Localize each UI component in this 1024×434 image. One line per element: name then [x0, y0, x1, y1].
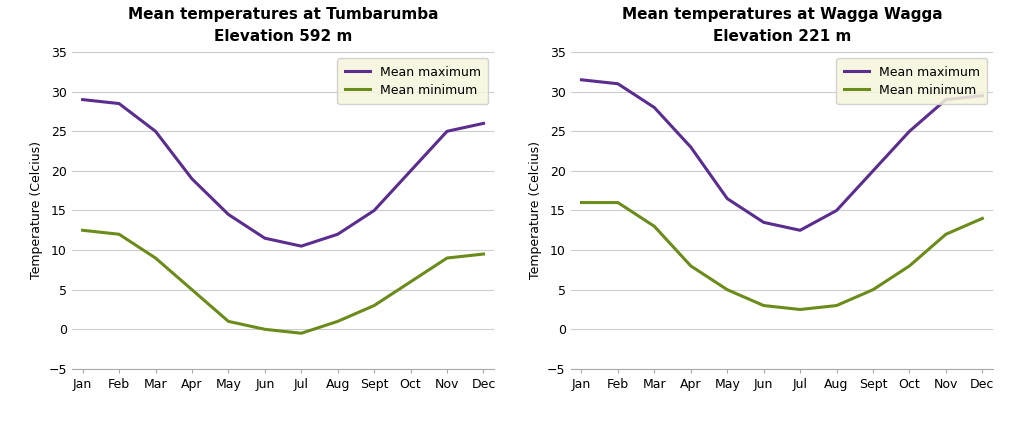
Mean minimum — [113, 232, 125, 237]
Line: Mean minimum: Mean minimum — [83, 230, 483, 333]
Mean maximum — [648, 105, 660, 110]
Mean maximum — [685, 145, 697, 150]
Mean maximum — [332, 232, 344, 237]
Mean maximum — [940, 97, 952, 102]
Mean maximum — [611, 81, 624, 86]
Mean maximum — [113, 101, 125, 106]
Mean maximum — [903, 128, 915, 134]
Line: Mean maximum: Mean maximum — [582, 80, 982, 230]
Mean minimum — [77, 228, 89, 233]
Mean minimum — [477, 251, 489, 256]
Mean maximum — [77, 97, 89, 102]
Mean maximum — [721, 196, 733, 201]
Mean minimum — [295, 331, 307, 336]
Y-axis label: Temperature (Celcius): Temperature (Celcius) — [30, 141, 43, 279]
Mean minimum — [940, 232, 952, 237]
Title: Mean temperatures at Wagga Wagga
Elevation 221 m: Mean temperatures at Wagga Wagga Elevati… — [622, 7, 942, 44]
Mean minimum — [404, 279, 417, 284]
Legend: Mean maximum, Mean minimum: Mean maximum, Mean minimum — [337, 58, 488, 104]
Mean minimum — [259, 327, 271, 332]
Mean maximum — [477, 121, 489, 126]
Mean maximum — [259, 236, 271, 241]
Mean maximum — [222, 212, 234, 217]
Mean minimum — [150, 255, 162, 260]
Line: Mean maximum: Mean maximum — [83, 99, 483, 246]
Mean minimum — [441, 255, 454, 260]
Mean maximum — [976, 93, 988, 98]
Mean maximum — [150, 128, 162, 134]
Mean minimum — [794, 307, 806, 312]
Mean minimum — [368, 303, 380, 308]
Mean minimum — [185, 287, 198, 293]
Mean minimum — [830, 303, 843, 308]
Line: Mean minimum: Mean minimum — [582, 203, 982, 309]
Mean maximum — [441, 128, 454, 134]
Mean maximum — [185, 176, 198, 181]
Mean maximum — [830, 208, 843, 213]
Mean minimum — [867, 287, 880, 293]
Mean minimum — [976, 216, 988, 221]
Mean minimum — [721, 287, 733, 293]
Y-axis label: Temperature (Celcius): Temperature (Celcius) — [528, 141, 542, 279]
Mean minimum — [685, 263, 697, 269]
Mean maximum — [794, 228, 806, 233]
Mean minimum — [758, 303, 770, 308]
Title: Mean temperatures at Tumbarumba
Elevation 592 m: Mean temperatures at Tumbarumba Elevatio… — [128, 7, 438, 44]
Mean minimum — [648, 224, 660, 229]
Mean maximum — [404, 168, 417, 174]
Mean maximum — [758, 220, 770, 225]
Mean minimum — [903, 263, 915, 269]
Mean maximum — [368, 208, 380, 213]
Mean maximum — [575, 77, 588, 82]
Mean minimum — [575, 200, 588, 205]
Mean minimum — [611, 200, 624, 205]
Mean maximum — [295, 243, 307, 249]
Mean minimum — [222, 319, 234, 324]
Mean minimum — [332, 319, 344, 324]
Mean maximum — [867, 168, 880, 174]
Legend: Mean maximum, Mean minimum: Mean maximum, Mean minimum — [836, 58, 987, 104]
